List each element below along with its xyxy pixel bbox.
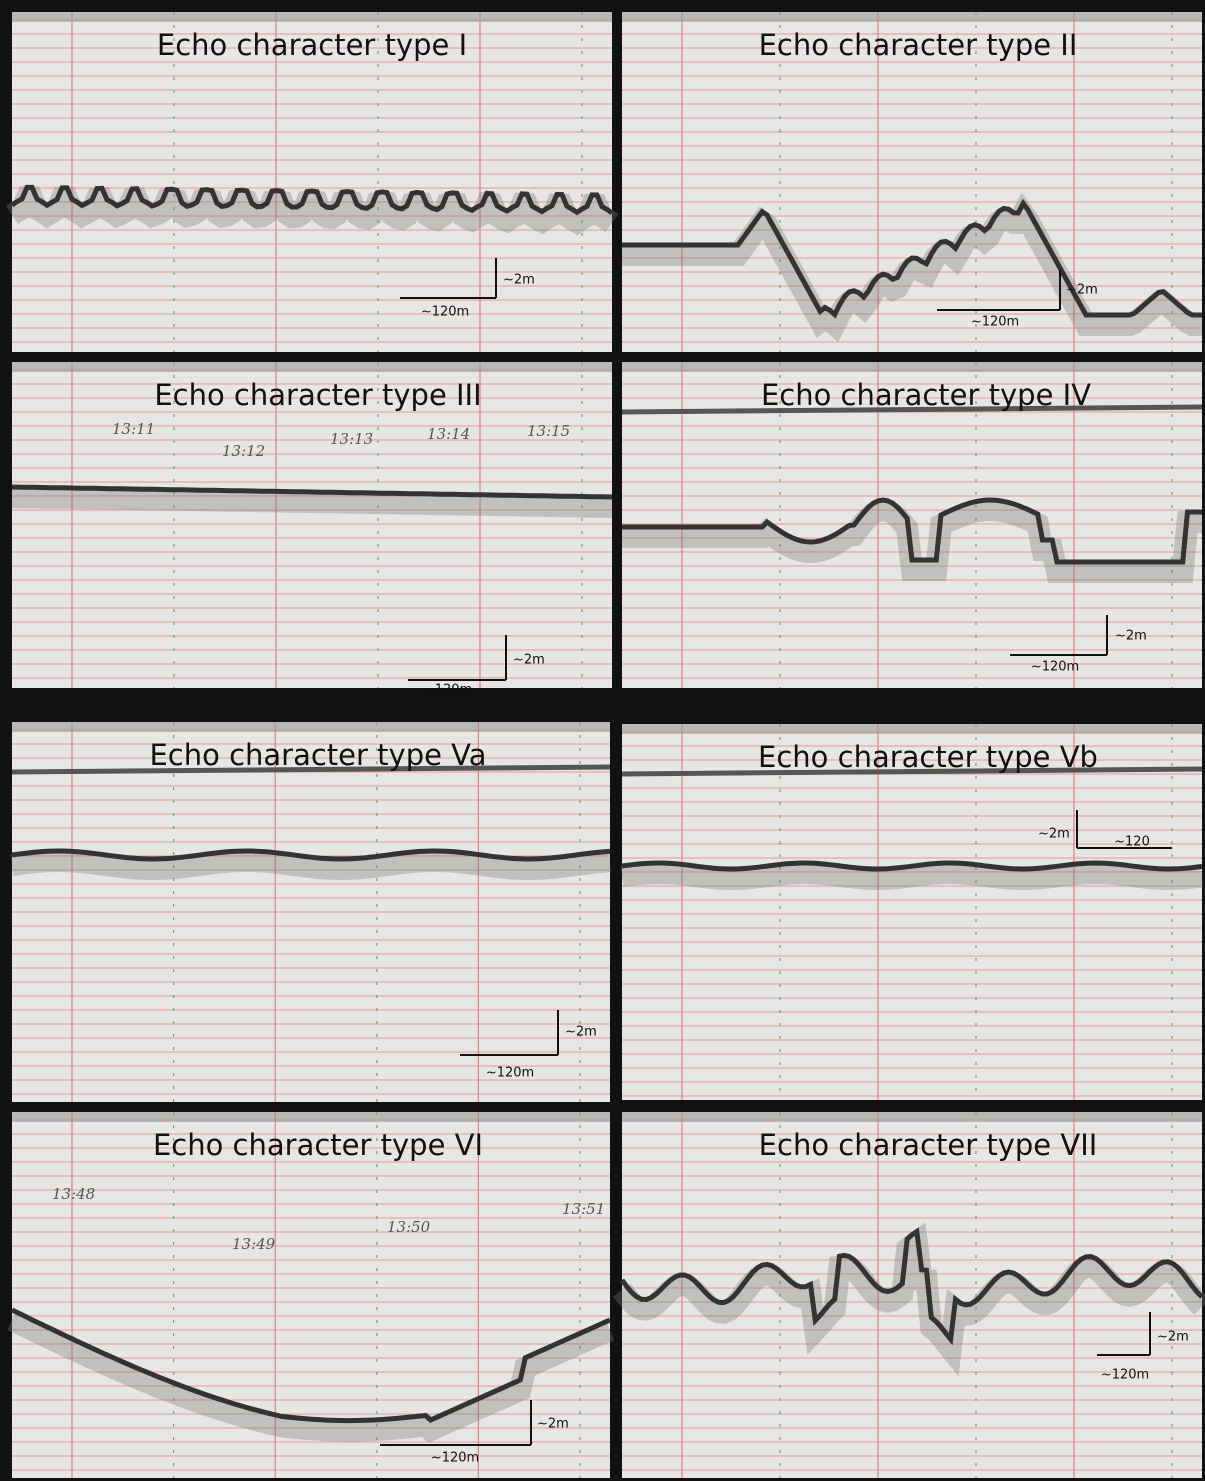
echo-diffuse: [613, 1222, 1205, 1377]
echo-diffuse: [11, 486, 613, 518]
echo-diffuse: [622, 192, 1202, 343]
scale-label-vertical: ~2m: [1157, 1330, 1189, 1345]
scale-label-vertical: ~2m: [513, 653, 545, 668]
panel-title: Echo character type II: [759, 28, 1078, 62]
echo-trace: [621, 860, 1203, 872]
panel-header-noise: [622, 362, 1202, 372]
scale-label-horizontal: ~120m: [971, 315, 1019, 330]
panel-title: Echo character type VI: [153, 1128, 483, 1162]
handwritten-time: 13:49: [232, 1235, 276, 1253]
echogram-panel: Echo character type II ~2m ~120m: [622, 12, 1202, 352]
panel-header-noise: [12, 362, 612, 372]
scale-label-vertical: ~2m: [537, 1417, 569, 1432]
echogram-panel: Echo character type VII ~2m ~120m: [613, 1112, 1205, 1478]
echo-diffuse: [5, 186, 619, 236]
panel-paper: [12, 12, 612, 352]
scale-label-vertical: ~2m: [1115, 629, 1147, 644]
scale-label-horizontal: ~120m: [486, 1066, 534, 1081]
echo-surface: [11, 764, 611, 775]
panel-header-noise: [622, 12, 1202, 22]
handwritten-time: 13:51: [562, 1200, 605, 1218]
panel-title: Echo character type IV: [761, 378, 1091, 412]
echo-trace: [10, 184, 614, 216]
panel-title: Echo character type Vb: [758, 740, 1098, 774]
panel-paper: [622, 724, 1202, 1100]
panel-paper: [12, 362, 612, 688]
echogram-panel: Echo character type Va ~2m ~120m: [10, 722, 611, 1102]
echo-trace: [10, 1307, 612, 1424]
scale-label-vertical: ~2m: [503, 273, 535, 288]
scale-label-horizontal: ~120m: [424, 683, 472, 698]
echo-diffuse: [7, 1310, 615, 1443]
echogram-panel: Echo character type III 13:11 13:12 13:13 13…: [11, 362, 613, 698]
echo-trace: [11, 848, 611, 862]
handwritten-time: 13:11: [112, 420, 155, 438]
echo-diffuse: [10, 850, 611, 881]
echo-trace: [619, 1227, 1204, 1346]
handwritten-time: 13:48: [52, 1185, 95, 1203]
handwritten-time: 13:50: [387, 1218, 431, 1236]
panel-title: Echo character type VII: [759, 1128, 1098, 1162]
panel-header-noise: [12, 1112, 610, 1122]
panel-header-noise: [12, 722, 610, 732]
echo-diffuse: [622, 498, 1202, 583]
panel-title: Echo character type I: [157, 28, 467, 62]
echo-trace: [622, 198, 1202, 319]
scale-label-horizontal: ~120m: [1101, 1368, 1149, 1383]
echo-trace: [622, 497, 1202, 565]
echo-trace: [11, 484, 613, 500]
echogram-panel: Echo character type VI 13:48 13:49 13:50 13:…: [7, 1112, 615, 1478]
echogram-panel: Echo character type Vb ~2m ~120: [620, 724, 1204, 1100]
echogram-panel: Echo character type I ~2m ~120m: [5, 12, 619, 352]
panel-title: Echo character type Va: [149, 738, 486, 772]
panel-header-noise: [622, 724, 1202, 734]
handwritten-time: 13:15: [527, 422, 570, 440]
panel-header-noise: [622, 1112, 1202, 1122]
scale-label-horizontal: ~120: [1114, 835, 1150, 850]
handwritten-time: 13:13: [330, 430, 373, 448]
scale-label-vertical: ~2m: [1038, 827, 1070, 842]
scale-label-horizontal: ~120m: [421, 305, 469, 320]
echo-surface: [621, 766, 1203, 777]
echo-diffuse: [620, 861, 1204, 891]
scale-label-horizontal: ~120m: [431, 1451, 479, 1466]
panel-title: Echo character type III: [154, 378, 481, 412]
handwritten-time: 13:12: [222, 442, 265, 460]
scale-label-horizontal: ~120m: [1031, 660, 1079, 675]
scale-label-vertical: ~2m: [565, 1025, 597, 1040]
handwritten-time: 13:14: [427, 425, 470, 443]
panel-paper: [622, 1112, 1202, 1478]
panel-header-noise: [12, 12, 612, 22]
panel-paper: [622, 12, 1202, 352]
echo-surface: [621, 404, 1203, 415]
scale-label-vertical: ~2m: [1066, 283, 1098, 298]
echogram-panel: Echo character type IV ~2m ~120m: [621, 362, 1203, 688]
